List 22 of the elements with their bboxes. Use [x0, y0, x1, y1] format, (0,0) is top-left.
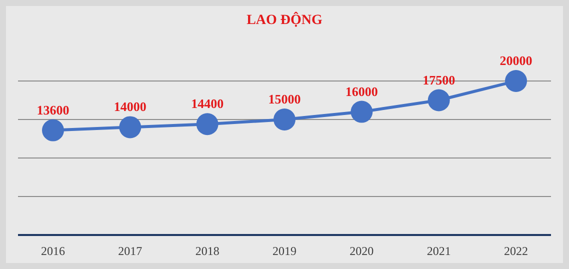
- chart-title: LAO ĐỘNG: [246, 11, 323, 28]
- data-label: 14400: [191, 96, 224, 112]
- x-tick-label: 2022: [504, 244, 528, 258]
- x-tick-label: 2021: [426, 244, 451, 258]
- data-label: 13600: [36, 102, 70, 118]
- point: [428, 89, 450, 112]
- x-tick-label: 2019: [272, 244, 296, 258]
- x-tick-label: 2017: [118, 244, 142, 258]
- x-tick-label: 2020: [350, 244, 374, 258]
- data-label: 17500: [422, 72, 456, 88]
- point: [274, 108, 296, 130]
- data-label: 15000: [268, 92, 301, 106]
- point: [196, 113, 218, 136]
- point: [505, 70, 527, 92]
- point: [350, 100, 373, 123]
- data-label: 14000: [114, 99, 146, 114]
- data-label: 16000: [345, 84, 378, 99]
- point: [119, 116, 142, 138]
- x-tick-label: 2018: [195, 244, 220, 258]
- data-label: 20000: [500, 53, 532, 68]
- point: [42, 119, 64, 142]
- x-tick-label: 2016: [41, 244, 65, 258]
